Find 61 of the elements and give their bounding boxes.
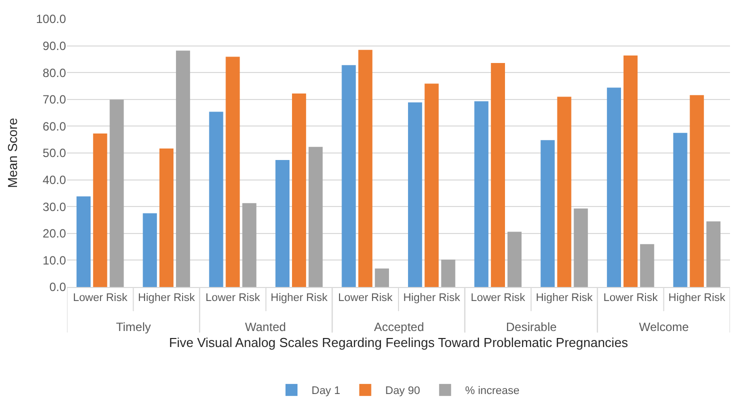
bar [706, 221, 720, 287]
text: Welcome [639, 320, 690, 334]
y-tick-label: 60.0 [42, 119, 66, 134]
y-tick-label: 100.0 [36, 12, 66, 26]
x-tick-label: Lower Risk [470, 292, 526, 304]
bar [342, 65, 356, 287]
bar [490, 62, 505, 287]
bar [424, 84, 439, 287]
x-tick-label: Higher Risk [536, 292, 594, 304]
bar [640, 244, 654, 287]
bar [76, 196, 91, 287]
y-tick-label: 10.0 [42, 253, 66, 268]
bar [557, 96, 572, 287]
y-tick-label: 40.0 [42, 173, 66, 187]
x-tick-label: Higher Risk [138, 292, 196, 304]
text: Desirable [506, 320, 558, 334]
bar [474, 101, 488, 287]
bar [507, 232, 522, 287]
bar [540, 140, 555, 287]
bar [209, 112, 224, 287]
bar [673, 132, 688, 287]
y-tick-label: 90.0 [42, 39, 66, 53]
legend-label: % increase [465, 385, 520, 398]
bar [308, 146, 323, 287]
y-tick-label: 70.0 [42, 92, 66, 107]
bar [93, 133, 108, 287]
text: Accepted [374, 320, 424, 334]
y-tick-label: 0.0 [49, 280, 66, 294]
bar [110, 100, 124, 287]
bar [292, 94, 306, 287]
y-tick-label: 30.0 [42, 200, 66, 214]
x-tick-label: Higher Risk [270, 292, 328, 304]
x-tick-label: Higher Risk [668, 292, 726, 304]
bar [176, 50, 190, 287]
x-tick-label: Lower Risk [72, 292, 128, 304]
bar [142, 213, 157, 287]
legend-label: Day 90 [385, 385, 420, 398]
x-tick-label: Lower Risk [603, 292, 658, 304]
bar [358, 50, 372, 287]
text: Wanted [245, 320, 286, 334]
bar [374, 268, 389, 287]
text: Timely [116, 320, 151, 334]
bar [574, 208, 588, 287]
y-tick-label: 50.0 [42, 146, 66, 160]
bar [441, 260, 456, 287]
x-axis-title: Five Visual Analog Scales Regarding Feelings Toward Problematic Pregnancies [168, 334, 629, 350]
x-tick-label: Lower Risk [338, 292, 394, 304]
bar [606, 88, 622, 287]
bar [624, 55, 638, 287]
y-tick-label: 80.0 [42, 66, 66, 80]
x-tick-label: Higher Risk [403, 292, 461, 304]
y-tick-label: 20.0 [42, 226, 66, 241]
legend-label: Day 1 [312, 385, 340, 398]
bar [690, 95, 704, 287]
bar [408, 102, 422, 287]
bar [226, 56, 240, 287]
x-tick-label: Lower Risk [206, 292, 260, 304]
bar [275, 160, 290, 287]
bar [159, 148, 174, 287]
y-axis-title: Mean Score [4, 118, 20, 188]
bar [242, 203, 256, 287]
